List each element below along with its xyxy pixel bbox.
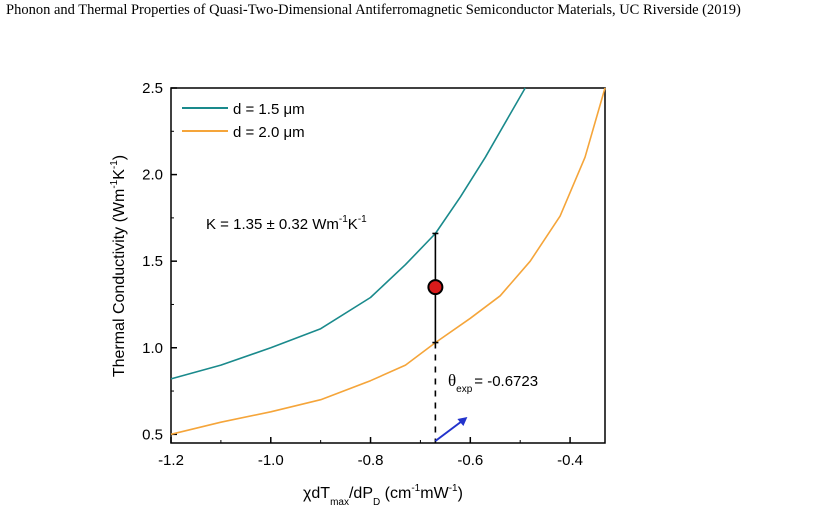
y-tick-label: 2.5 <box>142 80 163 97</box>
k-annotation-exp2: -1 <box>358 214 367 225</box>
x-title-sub2: D <box>373 497 380 508</box>
measurement-marker <box>427 279 444 296</box>
x-title-close: ) <box>458 485 463 502</box>
k-annotation-text: K = 1.35 ± 0.32 Wm <box>206 216 339 233</box>
k-annotation: K = 1.35 ± 0.32 Wm-1K-1 <box>206 214 367 233</box>
x-title-sup2: -1 <box>449 483 458 494</box>
series-line-1 <box>170 87 526 380</box>
x-title-units-open: (cm <box>380 485 411 502</box>
theta-subscript: exp <box>456 384 473 395</box>
k-annotation-exp1: -1 <box>339 214 348 225</box>
plot-frame <box>170 87 606 444</box>
x-title-sub1: max <box>330 497 349 508</box>
theta-value: = -0.6723 <box>474 373 538 390</box>
y-tick-label: 1.0 <box>142 340 163 357</box>
y-tick-label: 2.0 <box>142 167 163 184</box>
k-annotation-k: K <box>348 216 358 233</box>
figure-caption: Phonon and Thermal Properties of Quasi-T… <box>6 2 741 18</box>
x-axis-ticks: -1.2 -1.0 -0.8 -0.6 -0.4 <box>158 437 583 469</box>
y-axis-ticks: 0.5 1.0 1.5 2.0 2.5 <box>142 80 177 443</box>
x-title-units-mid: mW <box>420 485 449 502</box>
x-title-chi: χdT <box>303 485 330 502</box>
legend-label-series2: d = 2.0 μm <box>233 124 305 141</box>
legend-label-series1: d = 1.5 μm <box>233 101 305 118</box>
y-tick-label: 1.5 <box>142 253 163 270</box>
x-title-sup1: -1 <box>411 483 420 494</box>
y-title-sup1: -1 <box>109 179 120 188</box>
y-title-sup2: -1 <box>109 160 120 169</box>
x-tick-label: -0.8 <box>358 452 384 469</box>
x-tick-label: -0.6 <box>457 452 483 469</box>
y-axis-title: Thermal Conductivity (Wm-1K-1) <box>109 155 128 377</box>
theta-annotation: θexp = -0.6723 <box>448 371 538 395</box>
theta-arrow <box>434 419 464 442</box>
x-axis-title: χdTmax/dPD (cm-1mW-1) <box>303 483 463 508</box>
y-title-close: ) <box>111 155 128 160</box>
y-title-mid: K <box>111 169 128 180</box>
theta-arrow-head <box>457 417 468 426</box>
x-tick-label: -0.4 <box>557 452 583 469</box>
y-tick-label: 0.5 <box>142 426 163 443</box>
y-title-main: Thermal Conductivity (Wm <box>111 189 128 377</box>
x-tick-label: -1.0 <box>258 452 284 469</box>
theta-symbol: θ <box>448 371 456 390</box>
x-tick-label: -1.2 <box>158 452 184 469</box>
measurement-group <box>427 232 468 443</box>
legend: d = 1.5 μm d = 2.0 μm <box>182 101 305 141</box>
x-title-mid: /dP <box>349 485 373 502</box>
